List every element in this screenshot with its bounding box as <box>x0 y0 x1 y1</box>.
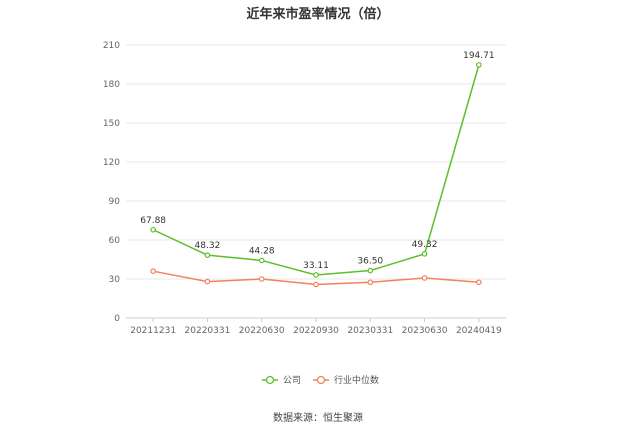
y-tick-label: 60 <box>109 236 121 246</box>
data-point <box>150 226 156 233</box>
x-tick-label: 20220930 <box>293 326 339 336</box>
data-point <box>204 252 211 258</box>
y-tick-label: 120 <box>103 158 120 168</box>
legend: 公司 行业中位数 <box>262 374 379 386</box>
data-point <box>313 281 319 288</box>
x-tick-label: 20230630 <box>402 326 448 336</box>
data-point <box>367 279 374 286</box>
data-label: 48.32 <box>195 241 221 251</box>
legend-marker <box>316 375 326 385</box>
grid-lines <box>126 44 506 319</box>
data-point <box>313 272 319 278</box>
y-tick-label: 90 <box>109 197 121 207</box>
y-axis: 0 30 60 90 120 150 180 210 <box>103 41 120 324</box>
source-text: 数据来源：恒生聚源 <box>273 411 363 424</box>
legend-marker <box>265 375 275 385</box>
data-label: 36.50 <box>357 257 383 267</box>
legend-label: 公司 <box>283 375 301 386</box>
data-point <box>367 267 374 274</box>
series-industry-median <box>150 268 482 288</box>
y-tick-label: 180 <box>103 80 120 90</box>
data-point <box>204 278 211 285</box>
data-label: 67.88 <box>140 216 166 226</box>
data-label: 194.71 <box>463 51 495 61</box>
x-tick-label: 20220331 <box>185 326 231 336</box>
data-label: 49.32 <box>412 240 438 250</box>
y-tick-label: 210 <box>103 41 120 51</box>
chart-title: 近年来市盈率情况（倍） <box>246 6 389 22</box>
data-label: 44.28 <box>249 246 275 256</box>
legend-item[interactable]: 公司 <box>262 375 301 386</box>
data-point <box>421 251 428 257</box>
data-point <box>476 279 482 286</box>
series-company: 67.88 48.32 44.28 33.11 36.50 49.32 194.71 <box>140 51 495 278</box>
legend-item[interactable]: 行业中位数 <box>313 374 379 386</box>
data-point <box>258 276 265 282</box>
data-point <box>421 275 428 281</box>
x-tick-label: 20240419 <box>456 326 502 336</box>
series-group: 67.88 48.32 44.28 33.11 36.50 49.32 194.71 <box>140 51 495 288</box>
legend-label: 行业中位数 <box>334 374 379 386</box>
y-tick-label: 150 <box>103 119 120 129</box>
data-point <box>258 257 265 264</box>
y-tick-label: 0 <box>114 314 120 324</box>
x-tick-label: 20230331 <box>347 326 393 336</box>
x-tick-label: 20220630 <box>239 326 285 336</box>
x-axis: 20211231 20220331 20220630 20220930 20230331… <box>130 318 502 336</box>
x-tick-label: 20211231 <box>130 326 176 336</box>
y-tick-label: 30 <box>109 275 121 285</box>
data-point <box>476 62 482 68</box>
data-point <box>150 268 156 275</box>
data-label: 33.11 <box>303 261 329 271</box>
